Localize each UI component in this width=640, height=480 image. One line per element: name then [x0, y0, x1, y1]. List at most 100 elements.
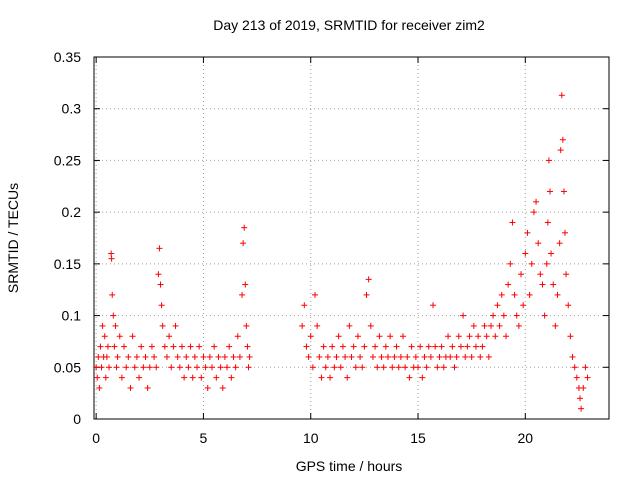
data-point: [189, 374, 196, 381]
data-point: [412, 353, 419, 360]
data-point: [101, 333, 108, 340]
data-point: [518, 271, 525, 278]
data-point: [239, 291, 246, 298]
data-point: [496, 322, 503, 329]
data-point: [322, 364, 329, 371]
data-point: [562, 229, 569, 236]
data-point: [123, 364, 130, 371]
data-point: [206, 353, 213, 360]
data-point: [447, 353, 454, 360]
data-point: [342, 353, 349, 360]
data-point: [457, 343, 464, 350]
data-point: [481, 322, 488, 329]
data-point: [312, 291, 319, 298]
data-point: [320, 343, 327, 350]
data-point: [430, 302, 437, 309]
data-point: [367, 322, 374, 329]
data-point: [219, 384, 226, 391]
data-point: [487, 322, 494, 329]
data-point: [161, 343, 168, 350]
data-point: [339, 343, 346, 350]
data-point: [213, 374, 220, 381]
data-point: [472, 343, 479, 350]
data-point: [226, 343, 233, 350]
data-point: [565, 302, 572, 309]
data-point: [419, 374, 426, 381]
data-point: [243, 322, 250, 329]
data-point: [569, 353, 576, 360]
data-point: [103, 353, 110, 360]
x-tick-label: 20: [518, 430, 534, 446]
data-point: [449, 343, 456, 350]
data-point: [324, 353, 331, 360]
data-point: [582, 364, 589, 371]
data-point: [104, 343, 111, 350]
data-point: [344, 374, 351, 381]
data-point: [337, 364, 344, 371]
data-point: [185, 364, 192, 371]
data-point: [535, 240, 542, 247]
data-series: [93, 92, 591, 412]
data-point: [131, 364, 138, 371]
data-point: [301, 302, 308, 309]
data-point: [387, 333, 394, 340]
data-point: [539, 281, 546, 288]
y-tick-label: 0.2: [62, 204, 82, 220]
y-tick-label: 0.35: [54, 49, 81, 65]
data-point: [359, 364, 366, 371]
data-point: [178, 343, 185, 350]
data-point: [530, 209, 537, 216]
data-point: [498, 291, 505, 298]
data-point: [505, 281, 512, 288]
data-point: [346, 322, 353, 329]
data-point: [533, 198, 540, 205]
data-point: [406, 374, 413, 381]
data-point: [305, 353, 312, 360]
data-point: [460, 312, 467, 319]
data-point: [224, 364, 231, 371]
data-point: [236, 353, 243, 360]
data-point: [464, 343, 471, 350]
data-point: [544, 219, 551, 226]
data-point: [228, 374, 235, 381]
data-point: [114, 353, 121, 360]
data-point: [102, 374, 109, 381]
data-point: [580, 384, 587, 391]
data-point: [191, 353, 198, 360]
data-point: [423, 364, 430, 371]
data-point: [125, 353, 132, 360]
data-point: [440, 364, 447, 371]
data-point: [136, 374, 143, 381]
data-point: [363, 291, 370, 298]
y-tick-label: 0.15: [54, 256, 81, 272]
data-point: [563, 271, 570, 278]
data-point: [558, 92, 565, 99]
data-point: [537, 271, 544, 278]
data-point: [157, 281, 164, 288]
data-point: [153, 364, 160, 371]
data-point: [94, 374, 101, 381]
data-point: [361, 343, 368, 350]
data-point: [526, 291, 533, 298]
data-point: [133, 353, 140, 360]
data-point: [393, 343, 400, 350]
data-point: [372, 343, 379, 350]
data-point: [376, 333, 383, 340]
data-point: [198, 374, 205, 381]
data-point: [309, 364, 316, 371]
data-point: [95, 353, 102, 360]
data-point: [511, 291, 518, 298]
data-point: [142, 353, 149, 360]
x-axis-label: GPS time / hours: [296, 458, 403, 474]
data-point: [118, 374, 125, 381]
data-point: [106, 364, 113, 371]
data-point: [146, 364, 153, 371]
data-point: [556, 240, 563, 247]
data-point: [202, 364, 209, 371]
data-point: [144, 384, 151, 391]
data-point: [156, 245, 163, 252]
data-point: [209, 364, 216, 371]
chart-title: Day 213 of 2019, SRMTID for receiver zim…: [213, 17, 485, 33]
data-point: [483, 333, 490, 340]
data-point: [427, 353, 434, 360]
